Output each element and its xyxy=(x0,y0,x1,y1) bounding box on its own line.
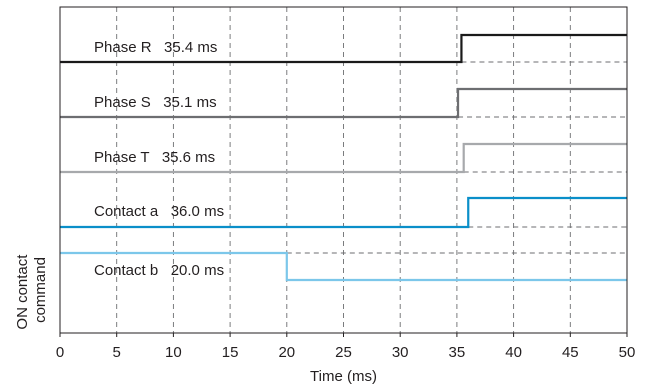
series-label-contact-a: Contact a 36.0 ms xyxy=(94,203,224,220)
waveform-contact-b xyxy=(60,251,627,282)
y-axis-label-line-1: ON contact xyxy=(14,254,31,330)
x-tick-label: 30 xyxy=(392,344,409,361)
waveform-contact-a xyxy=(60,196,627,229)
series-group: Phase R 35.4 ms Phase S 35.1 ms Phase T 35… xyxy=(60,33,627,282)
x-tick-label: 50 xyxy=(619,344,636,361)
x-tick-label: 25 xyxy=(335,344,352,361)
y-axis-label: ON contact command xyxy=(14,250,49,329)
x-tick-label: 40 xyxy=(505,344,522,361)
series-label-contact-b: Contact b 20.0 ms xyxy=(94,262,224,279)
waveform-phase-t xyxy=(60,142,627,174)
x-tick-label: 0 xyxy=(56,344,64,361)
x-tick-label: 35 xyxy=(449,344,466,361)
series-label-phase-r: Phase R 35.4 ms xyxy=(94,39,217,56)
waveform-phase-r xyxy=(60,33,627,64)
series-contact-b: Contact b 20.0 ms xyxy=(60,251,627,282)
x-tick-label: 10 xyxy=(165,344,182,361)
series-label-phase-t: Phase T 35.6 ms xyxy=(94,149,215,166)
series-phase-s: Phase S 35.1 ms xyxy=(60,87,627,119)
series-contact-a: Contact a 36.0 ms xyxy=(60,196,627,229)
x-tick-label: 20 xyxy=(278,344,295,361)
y-axis-label-line-2: command xyxy=(32,257,49,323)
x-tick-label: 45 xyxy=(562,344,579,361)
series-label-phase-s: Phase S 35.1 ms xyxy=(94,94,217,111)
series-phase-r: Phase R 35.4 ms xyxy=(60,33,627,64)
series-phase-t: Phase T 35.6 ms xyxy=(60,142,627,174)
x-axis-label: Time (ms) xyxy=(310,368,377,385)
x-tick-label: 5 xyxy=(113,344,121,361)
x-axis-ticks: 0 5 10 15 20 25 30 35 40 45 50 xyxy=(56,333,636,361)
x-tick-label: 15 xyxy=(222,344,239,361)
waveform-phase-s xyxy=(60,87,627,119)
